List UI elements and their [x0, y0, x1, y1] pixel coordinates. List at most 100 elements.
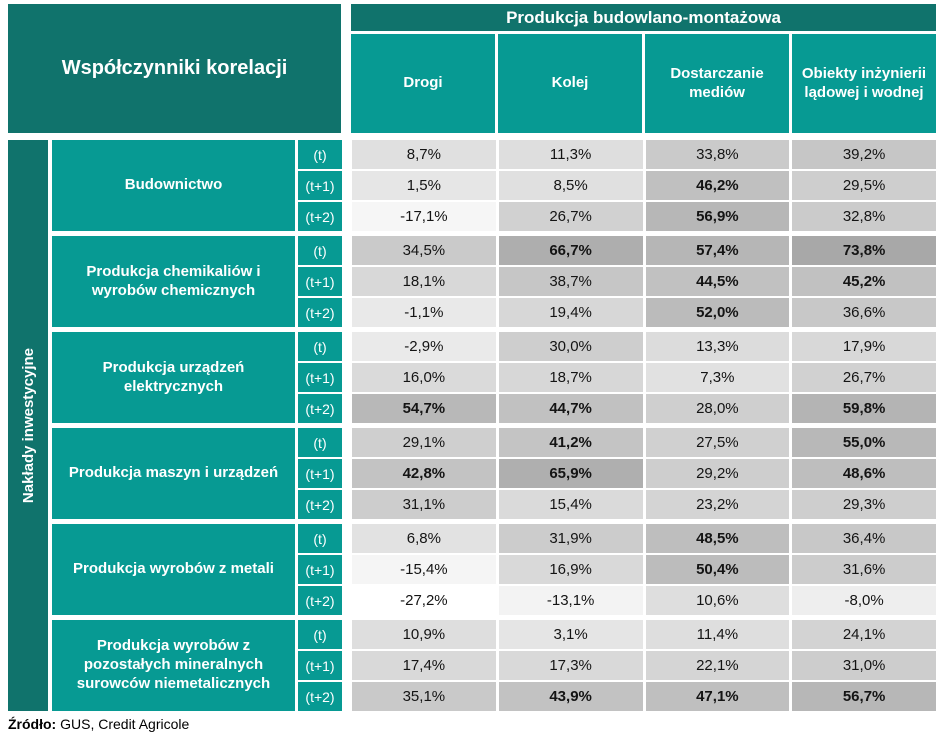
value-cell: 26,7% [792, 363, 936, 392]
group-rows: (t) 8,7% 11,3% 33,8% 39,2% (t+1) 1,5% 8,5% 46,2%… [298, 140, 936, 231]
table-row: (t+2) 54,7% 44,7% 28,0% 59,8% [298, 394, 936, 423]
group-rows: (t) 6,8% 31,9% 48,5% 36,4% (t+1) -15,4% 16,9% 50… [298, 524, 936, 615]
lag-label: (t+2) [298, 490, 342, 519]
value-cell: 54,7% [352, 394, 496, 423]
source-text: GUS, Credit Agricole [60, 716, 190, 732]
value-cell: 28,0% [645, 394, 790, 423]
value-cell: 56,9% [645, 202, 790, 231]
category-label: Produkcja urządzeń elektrycznych [52, 332, 295, 423]
value-cell: 56,7% [792, 682, 936, 711]
lag-label: (t+2) [298, 586, 342, 615]
row-group-strip: Nakłady inwestycyjne [8, 140, 48, 711]
table-row: (t) 6,8% 31,9% 48,5% 36,4% [298, 524, 936, 553]
value-cell: 33,8% [645, 140, 790, 169]
table-row: (t+2) 31,1% 15,4% 23,2% 29,3% [298, 490, 936, 519]
value-cell: 39,2% [792, 140, 936, 169]
value-cell: 47,1% [645, 682, 790, 711]
source-note: Źródło: GUS, Credit Agricole [8, 716, 189, 732]
value-cell: 6,8% [352, 524, 496, 553]
value-cell: 57,4% [645, 236, 790, 265]
category-group: Produkcja chemikaliów i wyrobów chemiczn… [52, 236, 936, 327]
lag-label: (t+1) [298, 267, 342, 296]
category-group: Produkcja wyrobów z pozostałych mineraln… [52, 620, 936, 711]
value-cell: 8,7% [352, 140, 496, 169]
value-cell: 22,1% [645, 651, 790, 680]
value-cell: 29,5% [792, 171, 936, 200]
value-cell: 31,0% [792, 651, 936, 680]
value-cell: 11,4% [645, 620, 790, 649]
table-row: (t) -2,9% 30,0% 13,3% 17,9% [298, 332, 936, 361]
lag-label: (t) [298, 428, 342, 457]
value-cell: 16,9% [498, 555, 643, 584]
value-cell: -17,1% [352, 202, 496, 231]
table-row: (t+2) -17,1% 26,7% 56,9% 32,8% [298, 202, 936, 231]
value-cell: -8,0% [792, 586, 936, 615]
value-cell: 18,1% [352, 267, 496, 296]
group-rows: (t) 34,5% 66,7% 57,4% 73,8% (t+1) 18,1% 38,7% 44… [298, 236, 936, 327]
lag-label: (t) [298, 236, 342, 265]
lag-label: (t) [298, 332, 342, 361]
source-label: Źródło: [8, 716, 57, 732]
table-row: (t+1) 42,8% 65,9% 29,2% 48,6% [298, 459, 936, 488]
value-cell: 15,4% [498, 490, 643, 519]
value-cell: 18,7% [498, 363, 643, 392]
value-cell: 59,8% [792, 394, 936, 423]
value-cell: -15,4% [352, 555, 496, 584]
value-cell: -13,1% [498, 586, 643, 615]
value-cell: 17,9% [792, 332, 936, 361]
value-cell: 35,1% [352, 682, 496, 711]
corner-title: Współczynniki korelacji [8, 4, 341, 133]
value-cell: 52,0% [645, 298, 790, 327]
lag-label: (t+2) [298, 298, 342, 327]
table-row: (t+2) -1,1% 19,4% 52,0% 36,6% [298, 298, 936, 327]
lag-label: (t+2) [298, 682, 342, 711]
lag-label: (t+1) [298, 555, 342, 584]
category-label: Produkcja chemikaliów i wyrobów chemiczn… [52, 236, 295, 327]
table-row: (t+2) -27,2% -13,1% 10,6% -8,0% [298, 586, 936, 615]
value-cell: 1,5% [352, 171, 496, 200]
value-cell: 36,6% [792, 298, 936, 327]
value-cell: 65,9% [498, 459, 643, 488]
category-groups: Budownictwo (t) 8,7% 11,3% 33,8% 39,2% (t+1) 1,… [52, 140, 936, 711]
table-row: (t+1) 18,1% 38,7% 44,5% 45,2% [298, 267, 936, 296]
value-cell: 73,8% [792, 236, 936, 265]
category-group: Produkcja wyrobów z metali (t) 6,8% 31,9% 48… [52, 524, 936, 615]
value-cell: 48,5% [645, 524, 790, 553]
value-cell: -27,2% [352, 586, 496, 615]
value-cell: 38,7% [498, 267, 643, 296]
value-cell: 66,7% [498, 236, 643, 265]
value-cell: -1,1% [352, 298, 496, 327]
value-cell: 23,2% [645, 490, 790, 519]
lag-label: (t+2) [298, 394, 342, 423]
category-group: Produkcja maszyn i urządzeń (t) 29,1% 41,2%… [52, 428, 936, 519]
group-rows: (t) 29,1% 41,2% 27,5% 55,0% (t+1) 42,8% 65,9% 29… [298, 428, 936, 519]
value-cell: 19,4% [498, 298, 643, 327]
value-cell: 34,5% [352, 236, 496, 265]
category-group: Budownictwo (t) 8,7% 11,3% 33,8% 39,2% (t+1) 1,… [52, 140, 936, 231]
value-cell: 3,1% [498, 620, 643, 649]
table-row: (t+1) 17,4% 17,3% 22,1% 31,0% [298, 651, 936, 680]
column-header: Dostarczanie mediów [645, 34, 789, 133]
table-body: Nakłady inwestycyjne Budownictwo (t) 8,7% 1… [8, 140, 936, 711]
column-headers-row: Drogi Kolej Dostarczanie mediów Obiekty inż… [351, 34, 936, 133]
column-header-block: Produkcja budowlano-montażowa Drogi Kolej… [351, 4, 936, 133]
value-cell: 31,9% [498, 524, 643, 553]
table-row: (t+1) 1,5% 8,5% 46,2% 29,5% [298, 171, 936, 200]
table-row: (t+2) 35,1% 43,9% 47,1% 56,7% [298, 682, 936, 711]
value-cell: 42,8% [352, 459, 496, 488]
value-cell: 16,0% [352, 363, 496, 392]
value-cell: 11,3% [498, 140, 643, 169]
table-row: (t) 29,1% 41,2% 27,5% 55,0% [298, 428, 936, 457]
value-cell: 44,7% [498, 394, 643, 423]
value-cell: 29,2% [645, 459, 790, 488]
value-cell: 13,3% [645, 332, 790, 361]
lag-label: (t) [298, 620, 342, 649]
value-cell: 27,5% [645, 428, 790, 457]
value-cell: 24,1% [792, 620, 936, 649]
category-label: Produkcja wyrobów z metali [52, 524, 295, 615]
value-cell: 17,4% [352, 651, 496, 680]
table-row: (t+1) -15,4% 16,9% 50,4% 31,6% [298, 555, 936, 584]
value-cell: 44,5% [645, 267, 790, 296]
group-rows: (t) -2,9% 30,0% 13,3% 17,9% (t+1) 16,0% 18,7% 7,… [298, 332, 936, 423]
category-label: Budownictwo [52, 140, 295, 231]
